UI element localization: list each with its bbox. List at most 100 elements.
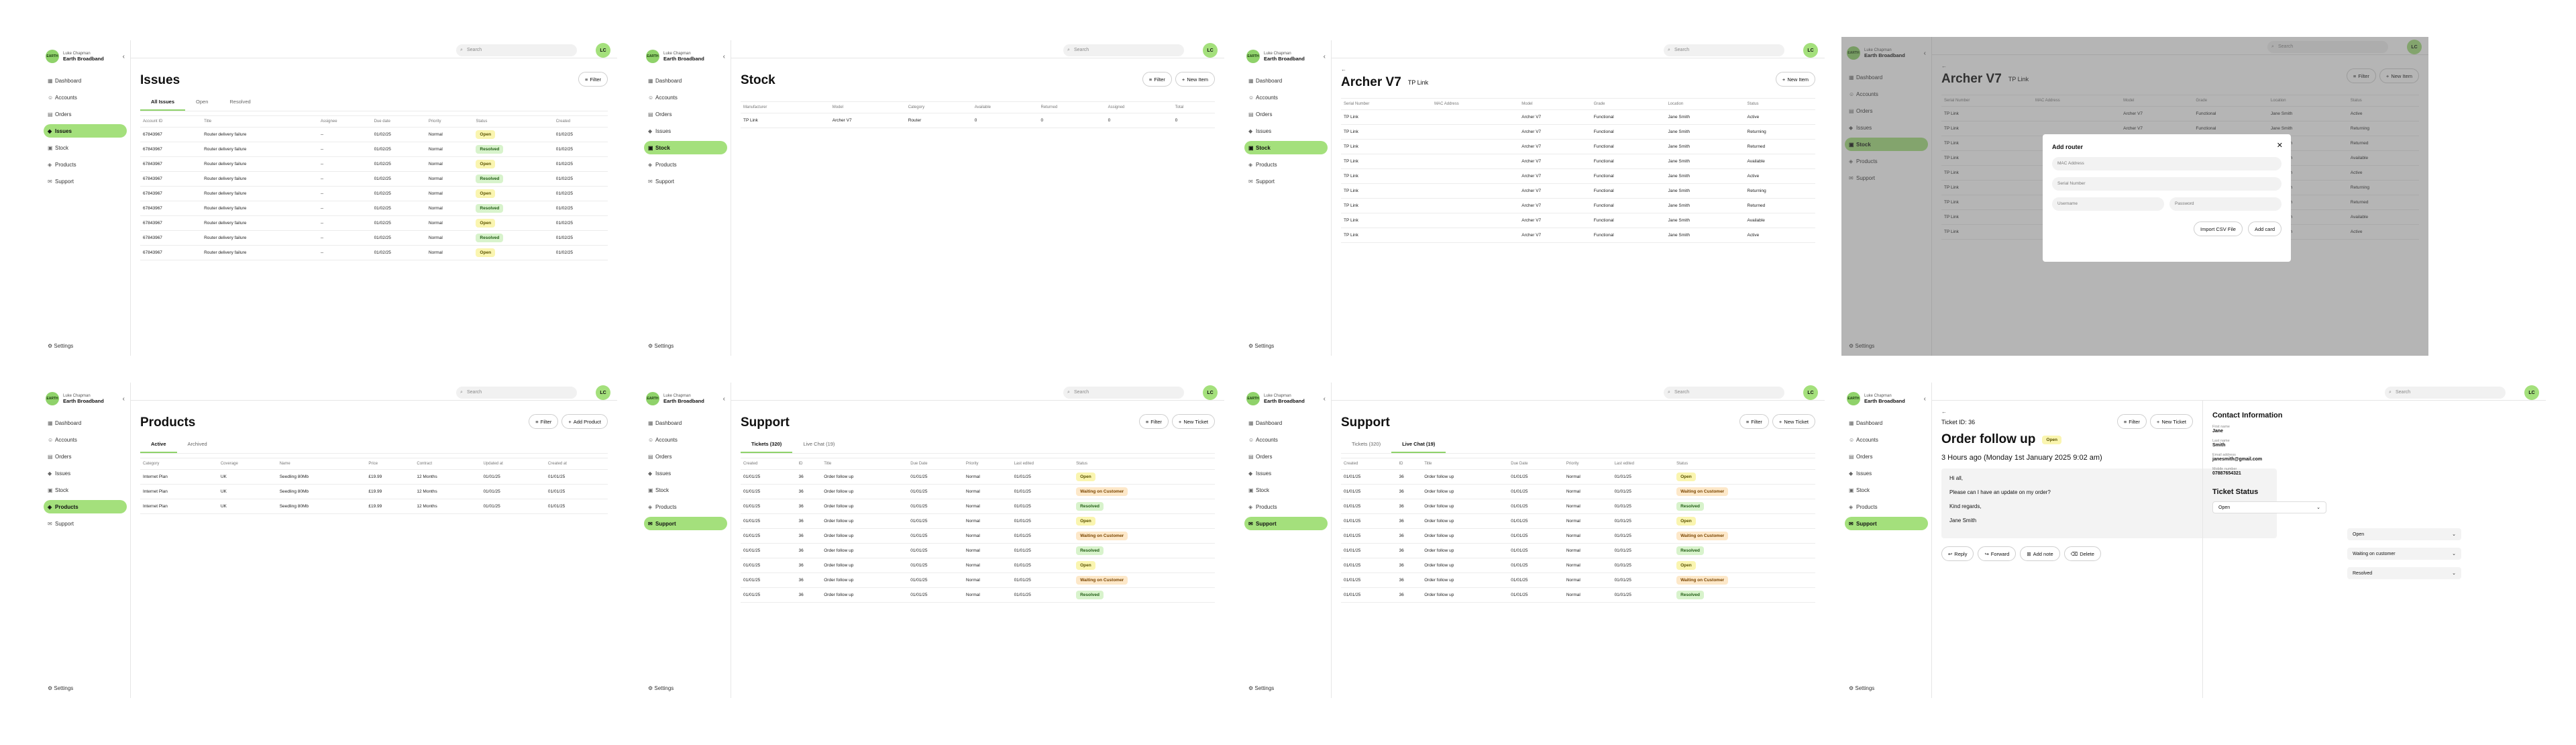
sidebar-item-accounts[interactable]: ☺ Accounts (44, 433, 127, 446)
new-ticket-button[interactable]: + New Ticket (2149, 414, 2193, 429)
filter-button[interactable]: ≡ Filter (578, 72, 608, 87)
sidebar-item-support[interactable]: ✉ Support (1845, 517, 1928, 530)
sidebar-item-stock[interactable]: ▣ Stock (644, 141, 727, 154)
sidebar-item-support[interactable]: ✉ Support (644, 175, 727, 188)
sidebar-item-issues[interactable]: ◆ Issues (1845, 121, 1928, 134)
status-option[interactable]: Open ⌄ (2347, 528, 2461, 540)
sidebar-item-dashboard[interactable]: ▦ Dashboard (1244, 74, 1328, 87)
table-row[interactable]: 01/01/25 36 Order follow up 01/01/25 Normal 0… (1341, 587, 1815, 603)
sidebar-item-accounts[interactable]: ☺ Accounts (44, 91, 127, 104)
tab-1[interactable]: Archived (187, 441, 207, 447)
add-product-button[interactable]: + Add Product (561, 414, 608, 429)
table-row[interactable]: Internet Plan UK Seedling 80Mb £19.99 12 Mon… (140, 499, 608, 514)
sidebar-item-settings[interactable]: ⚙ Settings (648, 343, 674, 349)
table-row[interactable]: 67843967 Router delivery failure -- 01/02/2… (140, 215, 608, 231)
sidebar-item-orders[interactable]: ▤ Orders (44, 450, 127, 463)
workspace-switcher[interactable]: EARTH Luke Chapman Earth Broadband ‹ (1241, 40, 1331, 71)
table-row[interactable]: 01/01/25 36 Order follow up 01/01/25 Normal 0… (1341, 543, 1815, 558)
sidebar-item-dashboard[interactable]: ▦ Dashboard (1845, 416, 1928, 430)
table-row[interactable]: 67843967 Router delivery failure -- 01/02/2… (140, 156, 608, 172)
sidebar-item-products[interactable]: ◈ Products (644, 500, 727, 513)
tab-1[interactable]: Live Chat (19) (1391, 436, 1446, 453)
workspace-switcher[interactable]: EARTH Luke Chapman Earth Broadband ‹ (40, 383, 130, 413)
sidebar-item-accounts[interactable]: ☺ Accounts (1845, 87, 1928, 101)
chevron-left-icon[interactable]: ‹ (122, 52, 125, 60)
sidebar-item-accounts[interactable]: ☺ Accounts (1244, 91, 1328, 104)
sidebar-item-issues[interactable]: ◆ Issues (644, 124, 727, 138)
sidebar-item-issues[interactable]: ◆ Issues (44, 124, 127, 138)
sidebar-item-dashboard[interactable]: ▦ Dashboard (1244, 416, 1328, 430)
sidebar-item-orders[interactable]: ▤ Orders (1845, 104, 1928, 117)
table-row[interactable]: 67843967 Router delivery failure -- 01/02/2… (140, 127, 608, 142)
new-item-button[interactable]: + New Item (1775, 72, 1815, 87)
ticket-status-select[interactable]: Open ⌄ (2212, 501, 2326, 513)
table-row[interactable]: 01/01/25 36 Order follow up 01/01/25 Normal 0… (1341, 573, 1815, 588)
new-ticket-button[interactable]: + New Ticket (1171, 414, 1215, 429)
table-row[interactable]: 01/01/25 36 Order follow up 01/01/25 Normal 0… (1341, 484, 1815, 499)
sidebar-item-products[interactable]: ◈ Products (1845, 154, 1928, 168)
search-input[interactable]: ⌕ Search (456, 387, 577, 399)
chevron-left-icon[interactable]: ‹ (1923, 395, 1926, 403)
sidebar-item-issues[interactable]: ◆ Issues (44, 466, 127, 480)
tab-0[interactable]: Active (140, 436, 177, 453)
table-row[interactable]: Internet Plan UK Seedling 80Mb £19.99 12 Mon… (140, 469, 608, 485)
table-row[interactable]: 67843967 Router delivery failure -- 01/02/2… (140, 142, 608, 157)
avatar[interactable]: LC (596, 43, 610, 58)
workspace-switcher[interactable]: EARTH Luke Chapman Earth Broadband ‹ (1841, 383, 1931, 413)
sidebar-item-orders[interactable]: ▤ Orders (1244, 450, 1328, 463)
sidebar-item-support[interactable]: ✉ Support (44, 517, 127, 530)
search-input[interactable]: ⌕ Search (2267, 41, 2388, 53)
workspace-switcher[interactable]: EARTH Luke Chapman Earth Broadband ‹ (641, 40, 731, 71)
sidebar-item-settings[interactable]: ⚙ Settings (648, 685, 674, 691)
filter-button[interactable]: ≡ Filter (1138, 414, 1169, 429)
sidebar-item-settings[interactable]: ⚙ Settings (1248, 685, 1275, 691)
table-row[interactable]: 01/01/25 36 Order follow up 01/01/25 Normal 0… (741, 484, 1215, 499)
sidebar-item-dashboard[interactable]: ▦ Dashboard (44, 416, 127, 430)
sidebar-item-support[interactable]: ✉ Support (644, 517, 727, 530)
workspace-switcher[interactable]: EARTH Luke Chapman Earth Broadband ‹ (641, 383, 731, 413)
chevron-left-icon[interactable]: ‹ (122, 395, 125, 403)
search-input[interactable]: ⌕ Search (1063, 387, 1184, 399)
sidebar-item-accounts[interactable]: ☺ Accounts (644, 433, 727, 446)
mac-address-field[interactable]: MAC Address (2052, 157, 2282, 170)
add-card-button[interactable]: Add card (2247, 221, 2282, 236)
close-icon[interactable]: ✕ (2276, 142, 2283, 150)
sidebar-item-settings[interactable]: ⚙ Settings (1849, 685, 1875, 691)
sidebar-item-orders[interactable]: ▤ Orders (644, 107, 727, 121)
sidebar-item-dashboard[interactable]: ▦ Dashboard (644, 416, 727, 430)
table-row[interactable]: 67843967 Router delivery failure -- 01/02/2… (140, 171, 608, 187)
workspace-switcher[interactable]: EARTH Luke Chapman Earth Broadband ‹ (1241, 383, 1331, 413)
avatar[interactable]: LC (1203, 385, 1218, 400)
status-option[interactable]: Waiting on customer ⌄ (2347, 548, 2461, 560)
username-field[interactable]: Username (2052, 197, 2164, 211)
sidebar-item-issues[interactable]: ◆ Issues (1845, 466, 1928, 480)
sidebar-item-issues[interactable]: ◆ Issues (1244, 124, 1328, 138)
table-row[interactable]: 67843967 Router delivery failure -- 01/02/2… (140, 201, 608, 216)
sidebar-item-issues[interactable]: ◆ Issues (1244, 466, 1328, 480)
filter-button[interactable]: ≡ Filter (2346, 68, 2376, 83)
sidebar-item-dashboard[interactable]: ▦ Dashboard (44, 74, 127, 87)
table-row[interactable]: 01/01/25 36 Order follow up 01/01/25 Normal 0… (741, 499, 1215, 514)
new-ticket-button[interactable]: + New Ticket (1772, 414, 1815, 429)
tab-2[interactable]: Resolved (229, 99, 251, 105)
table-row[interactable]: 01/01/25 36 Order follow up 01/01/25 Normal 0… (1341, 513, 1815, 529)
sidebar-item-issues[interactable]: ◆ Issues (644, 466, 727, 480)
table-row[interactable]: 01/01/25 36 Order follow up 01/01/25 Normal 0… (1341, 528, 1815, 544)
sidebar-item-accounts[interactable]: ☺ Accounts (644, 91, 727, 104)
sidebar-item-stock[interactable]: ▣ Stock (44, 483, 127, 497)
sidebar-item-products[interactable]: ◈ Products (44, 500, 127, 513)
table-row[interactable]: 01/01/25 36 Order follow up 01/01/25 Normal 0… (741, 513, 1215, 529)
sidebar-item-orders[interactable]: ▤ Orders (44, 107, 127, 121)
search-input[interactable]: ⌕ Search (1664, 387, 1784, 399)
table-row[interactable]: 01/01/25 36 Order follow up 01/01/25 Normal 0… (741, 469, 1215, 485)
sidebar-item-support[interactable]: ✉ Support (1845, 171, 1928, 185)
